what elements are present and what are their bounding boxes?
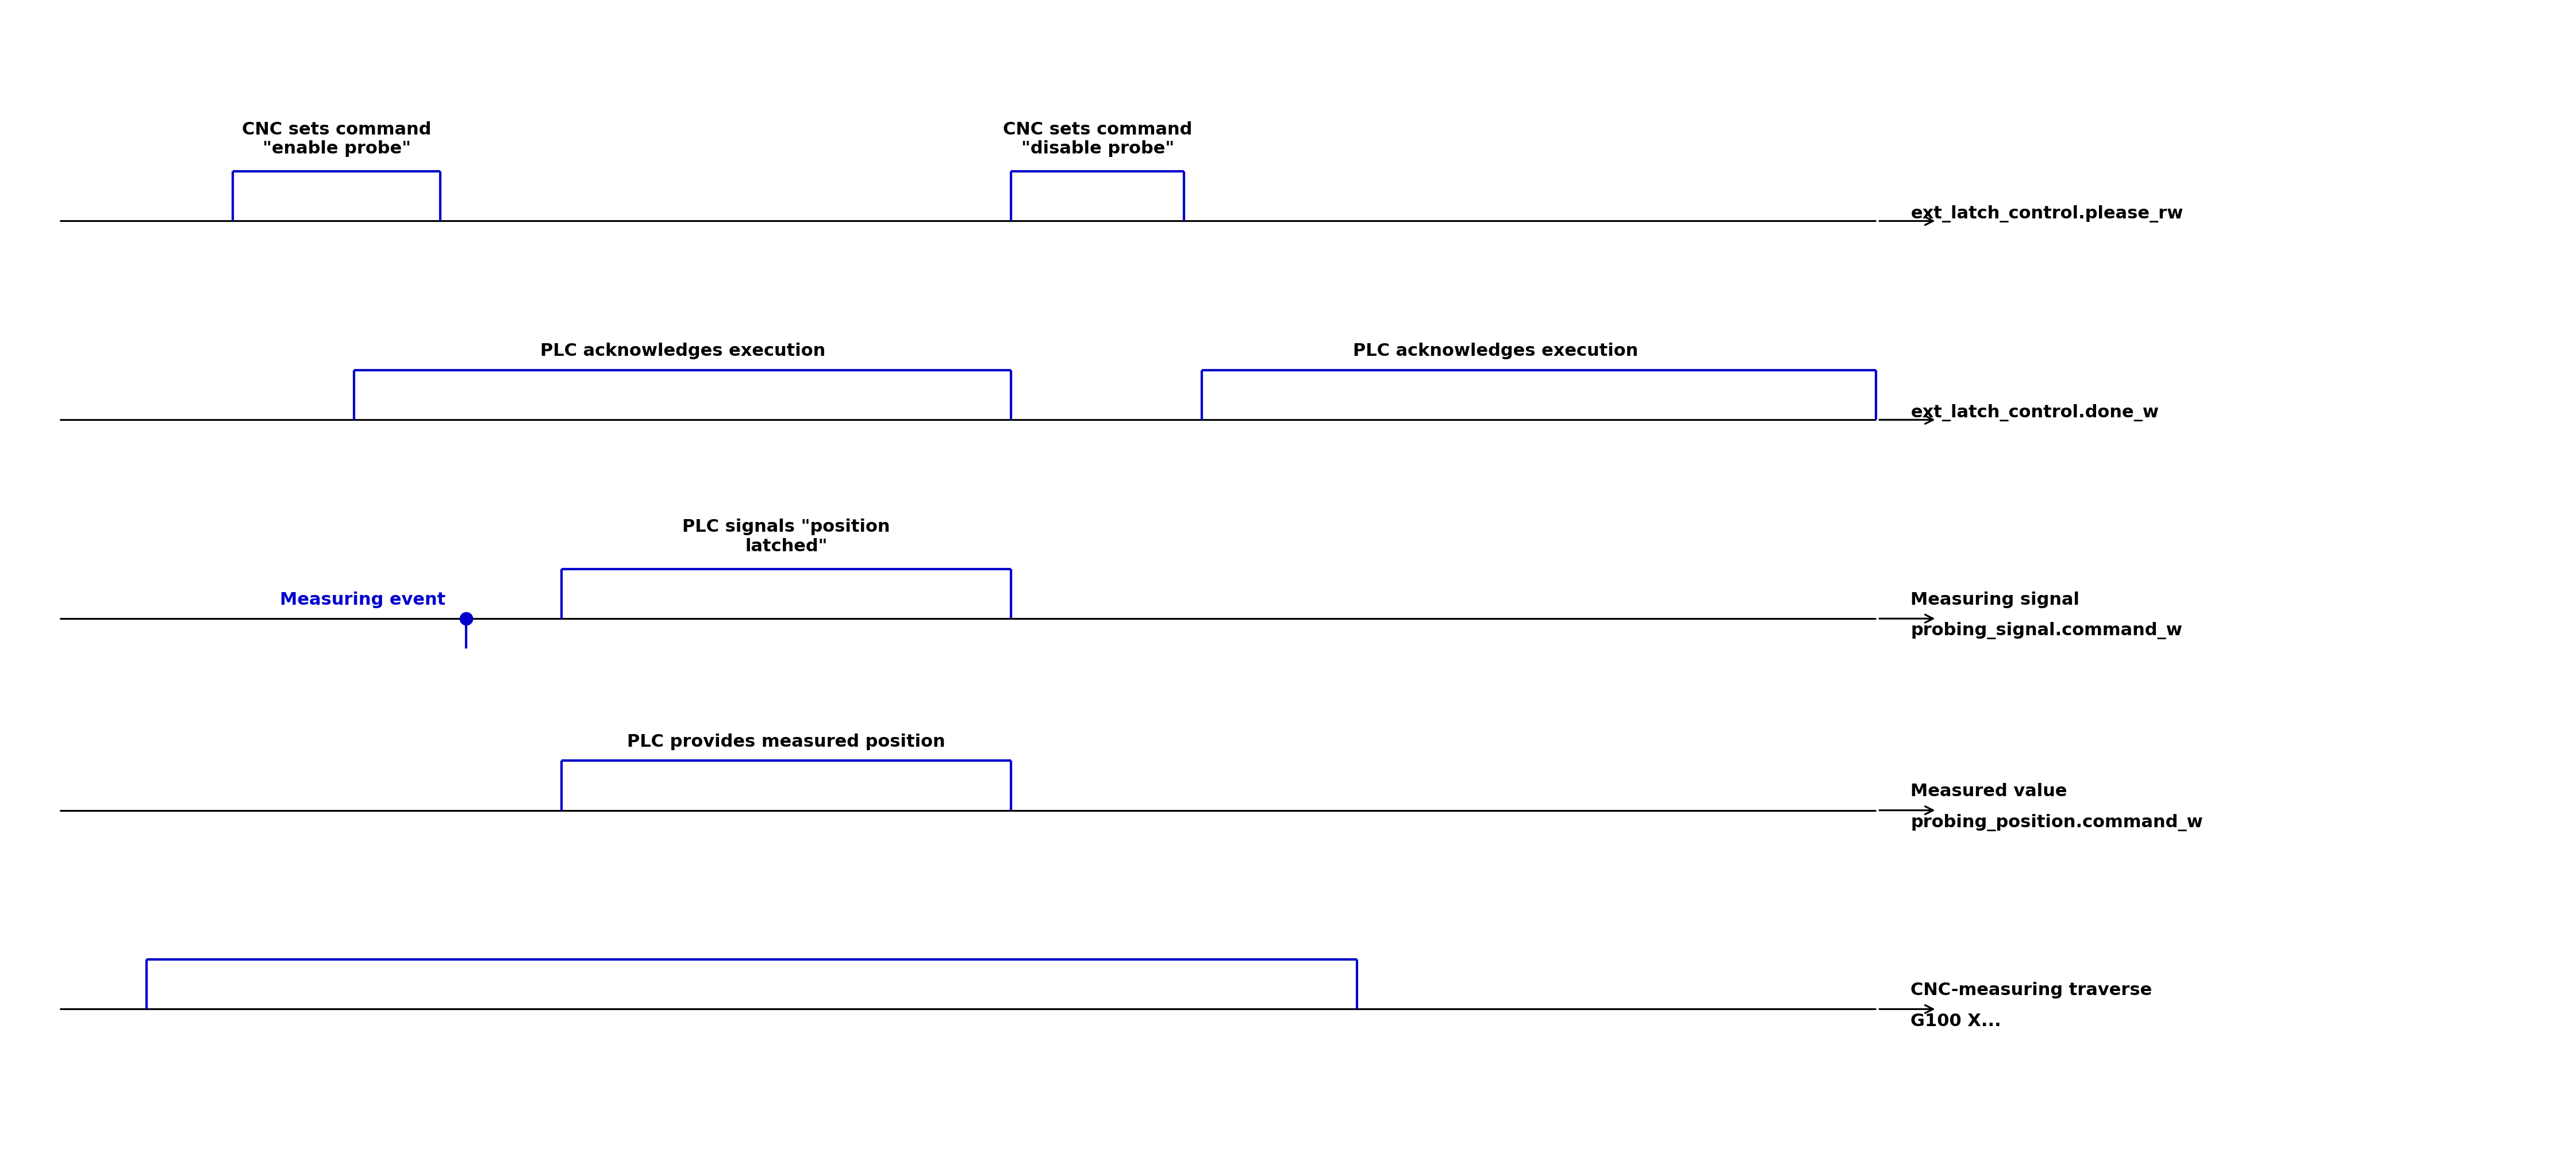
Text: PLC provides measured position: PLC provides measured position (629, 734, 945, 750)
Text: probing_signal.command_w: probing_signal.command_w (1911, 622, 2182, 639)
Text: PLC acknowledges execution: PLC acknowledges execution (541, 343, 824, 359)
Text: CNC sets command
"disable probe": CNC sets command "disable probe" (1002, 121, 1193, 157)
Text: probing_position.command_w: probing_position.command_w (1911, 813, 2202, 831)
Text: ext_latch_control.done_w: ext_latch_control.done_w (1911, 404, 2159, 422)
Text: PLC acknowledges execution: PLC acknowledges execution (1352, 343, 1638, 359)
Text: Measuring event: Measuring event (281, 591, 446, 608)
Text: ext_latch_control.please_rw: ext_latch_control.please_rw (1911, 205, 2184, 222)
Text: PLC signals "position
latched": PLC signals "position latched" (683, 518, 891, 555)
Text: Measured value: Measured value (1911, 783, 2069, 799)
Text: G100 X...: G100 X... (1911, 1013, 2002, 1030)
Text: Measuring signal: Measuring signal (1911, 591, 2079, 608)
Text: CNC-measuring traverse: CNC-measuring traverse (1911, 982, 2151, 999)
Text: CNC sets command
"enable probe": CNC sets command "enable probe" (242, 121, 430, 157)
